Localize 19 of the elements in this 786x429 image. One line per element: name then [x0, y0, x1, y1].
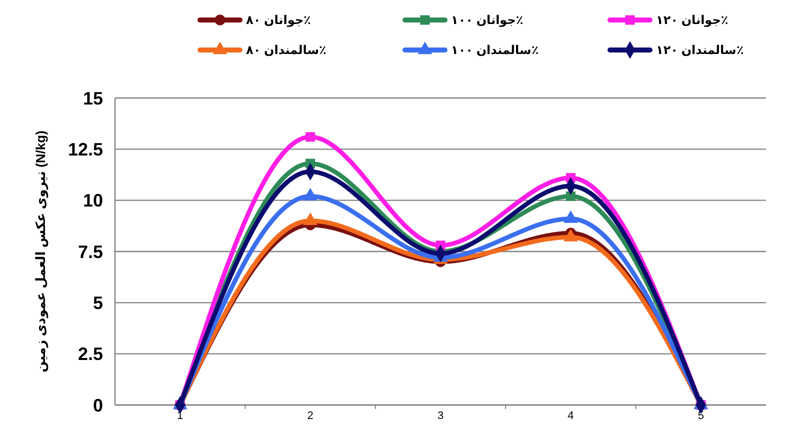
x-tick-label: 4	[568, 410, 574, 422]
x-tick-label: 2	[307, 410, 314, 422]
point	[306, 132, 316, 142]
y-tick-label: 10	[82, 190, 103, 211]
point	[566, 191, 576, 201]
legend-label: جوانان ۱۰۰٪	[451, 13, 524, 28]
y-axis-title: نیروی عکس العمل عمودی زمین (N/kg)	[33, 130, 49, 372]
x-tick-label: 3	[437, 410, 444, 422]
y-tick-label: 2.5	[78, 344, 103, 364]
legend-label: جوانان ۸۰٪	[246, 13, 311, 28]
legend-label: جوانان ۱۲۰٪	[656, 13, 728, 28]
legend-label: سالمندان ۱۰۰٪	[451, 43, 539, 58]
legend-label: سالمندان ۱۲۰٪	[656, 43, 744, 58]
legend-label: سالمندان ۸۰٪	[246, 43, 326, 58]
y-tick-label: 0	[92, 395, 103, 416]
y-tick-label: 7.5	[78, 242, 103, 262]
y-tick-label: 15	[82, 88, 103, 108]
y-tick-label: 5	[92, 292, 103, 313]
y-tick-label: 12.5	[68, 139, 103, 160]
